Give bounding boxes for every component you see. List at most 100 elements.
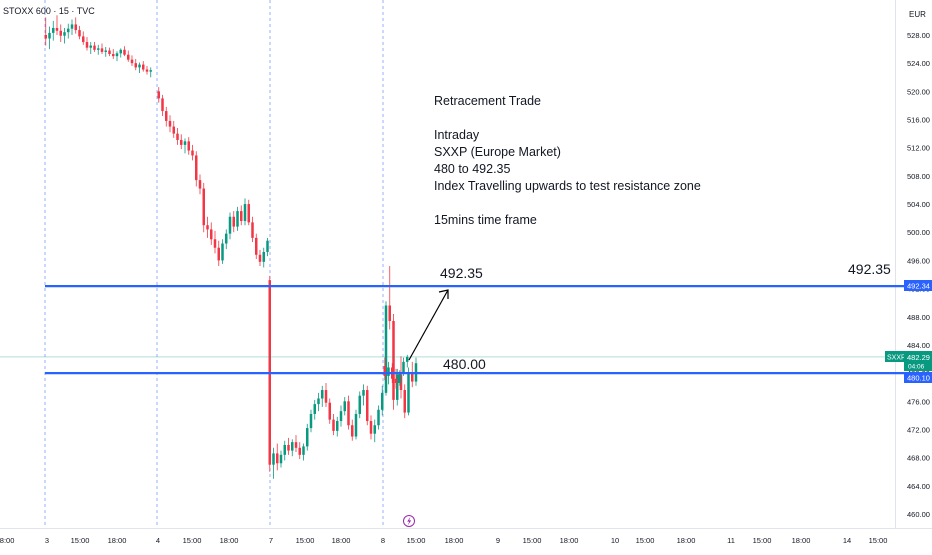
candle-body: [306, 428, 309, 447]
candle-body: [406, 356, 409, 362]
y-tick-label: 520.00: [907, 87, 930, 96]
last-price-badges: SXXP 482.29 04:06 492.34 480.10: [885, 280, 932, 383]
candle-body: [168, 120, 172, 127]
candle-body: [195, 155, 198, 181]
note-line: Index Travelling upwards to test resista…: [434, 179, 701, 193]
candle-body: [392, 320, 395, 400]
candle-body: [240, 211, 243, 221]
candle-body: [255, 237, 258, 255]
y-tick-label: 484.00: [907, 341, 930, 350]
support-label: 480.00: [443, 356, 486, 372]
upper-level-badge: [904, 280, 932, 291]
y-tick-label: 472.00: [907, 425, 930, 434]
x-tick-label: 18:00: [792, 536, 811, 545]
candle-body: [115, 53, 119, 57]
candlestick-series: [44, 15, 418, 479]
candle-body: [48, 32, 51, 39]
candle-body: [354, 413, 358, 437]
symbol-badge: [885, 351, 905, 362]
y-tick-label: 476.00: [907, 397, 930, 406]
candle-body: [161, 98, 164, 112]
candle-body: [317, 398, 320, 405]
note-line: 15mins time frame: [434, 213, 537, 227]
target-label-right: 492.35: [848, 261, 891, 277]
note-line: 480 to 492.35: [434, 162, 511, 176]
y-tick-label: 468.00: [907, 454, 930, 463]
candle-body: [228, 216, 232, 234]
price-axis[interactable]: 460.00464.00468.00472.00476.00480.00484.…: [907, 31, 930, 519]
horizontal-levels[interactable]: [0, 285, 904, 375]
y-tick-label: 460.00: [907, 510, 930, 519]
x-tick-label: 11: [727, 536, 735, 545]
candle-body: [302, 446, 305, 455]
candle-body: [112, 54, 115, 57]
candle-body: [243, 204, 247, 221]
candle-body: [127, 54, 130, 60]
x-tick-label: 18:00: [108, 536, 127, 545]
candle-body: [232, 216, 235, 227]
candle-body: [283, 444, 286, 455]
candle-body: [366, 390, 369, 422]
candle-body: [236, 211, 239, 227]
candle-body: [276, 453, 279, 464]
candle-body: [287, 444, 290, 451]
lightning-icon[interactable]: [403, 515, 415, 527]
target-label-left: 492.35: [440, 265, 483, 281]
lower-level-badge: [904, 372, 932, 383]
x-tick-label: 15:00: [636, 536, 655, 545]
candle-body: [52, 27, 55, 33]
x-tick-label: 4: [156, 536, 160, 545]
candle-body: [119, 49, 122, 54]
x-tick-label: 15:00: [296, 536, 315, 545]
candle-body: [44, 35, 47, 39]
note-line: Retracement Trade: [434, 94, 541, 108]
candle-body: [279, 454, 283, 464]
x-tick-label: 18:00: [332, 536, 351, 545]
candle-body: [176, 133, 179, 140]
x-tick-label: 18:00: [445, 536, 464, 545]
candle-body: [336, 421, 339, 431]
candle-body: [377, 409, 380, 426]
x-tick-label: 18:00: [560, 536, 579, 545]
candle-body: [362, 390, 365, 396]
candle-body: [358, 395, 361, 414]
x-tick-label: 15:00: [753, 536, 772, 545]
y-tick-label: 500.00: [907, 228, 930, 237]
candle-body: [411, 373, 414, 382]
x-tick-label: 18:00: [677, 536, 696, 545]
candle-body: [313, 404, 316, 414]
candle-body: [272, 453, 275, 465]
candle-body: [221, 243, 224, 261]
last-price-badge: [904, 351, 932, 371]
candle-body: [149, 70, 152, 72]
candle-body: [202, 188, 205, 226]
candle-body: [97, 48, 100, 50]
currency-label[interactable]: EUR: [909, 10, 926, 19]
candle-body: [89, 45, 92, 48]
candle-body: [343, 401, 346, 412]
candle-body: [294, 442, 298, 448]
candle-body: [291, 442, 294, 451]
y-tick-label: 504.00: [907, 200, 930, 209]
candle-body: [138, 64, 141, 68]
candle-body: [206, 225, 209, 230]
candle-body: [172, 126, 175, 134]
candle-body: [78, 30, 81, 37]
candle-body: [383, 366, 386, 376]
trend-arrow[interactable]: [408, 289, 449, 361]
candle-body: [74, 24, 77, 31]
y-tick-label: 496.00: [907, 256, 930, 265]
candle-body: [134, 63, 137, 68]
time-axis[interactable]: 18:00 3 15:00 18:00 4 15:00 18:00 7 15:00 18:00 8 1…: [0, 536, 887, 545]
x-tick-label: 15:00: [71, 536, 90, 545]
candle-body: [321, 390, 324, 399]
candle-body: [198, 180, 202, 189]
candle-body: [394, 378, 398, 383]
lower-level-text: 480.10: [907, 374, 930, 383]
candle-body: [339, 411, 343, 422]
candle-body: [388, 305, 391, 321]
candle-body: [381, 392, 384, 410]
y-tick-label: 524.00: [907, 59, 930, 68]
